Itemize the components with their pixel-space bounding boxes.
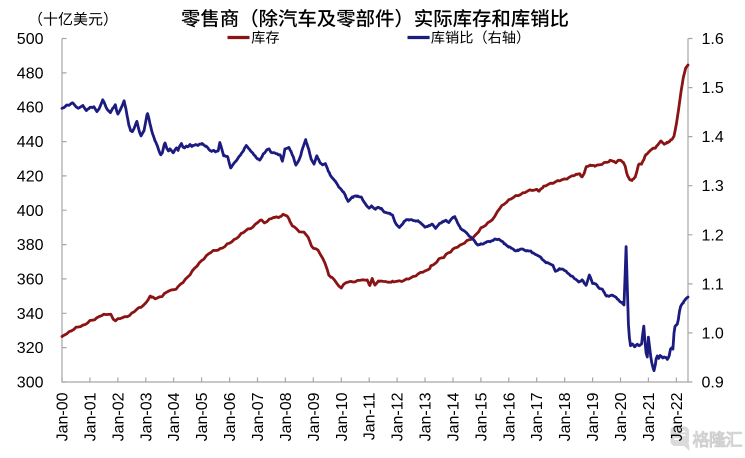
svg-text:0.9: 0.9	[702, 375, 724, 392]
svg-text:460: 460	[17, 100, 44, 117]
svg-text:420: 420	[17, 168, 44, 185]
svg-text:Jan-17: Jan-17	[529, 392, 546, 441]
svg-text:320: 320	[17, 340, 44, 357]
svg-text:Jan-08: Jan-08	[278, 392, 295, 441]
svg-text:340: 340	[17, 306, 44, 323]
svg-text:Jan-20: Jan-20	[613, 392, 630, 441]
svg-text:Jan-10: Jan-10	[334, 392, 351, 441]
svg-text:1.1: 1.1	[702, 276, 724, 293]
svg-text:Jan-13: Jan-13	[418, 392, 435, 441]
svg-text:Jan-00: Jan-00	[55, 392, 72, 441]
svg-text:Jan-16: Jan-16	[501, 392, 518, 441]
svg-text:1.5: 1.5	[702, 80, 724, 97]
svg-text:440: 440	[17, 134, 44, 151]
svg-text:500: 500	[17, 31, 44, 48]
svg-text:360: 360	[17, 271, 44, 288]
svg-text:Jan-09: Jan-09	[306, 392, 323, 441]
svg-text:Jan-14: Jan-14	[446, 392, 463, 441]
svg-text:1.4: 1.4	[702, 129, 724, 146]
svg-text:Jan-06: Jan-06	[222, 392, 239, 441]
svg-text:Jan-21: Jan-21	[641, 392, 658, 441]
svg-text:Jan-15: Jan-15	[473, 392, 490, 441]
svg-text:Jan-12: Jan-12	[390, 392, 407, 441]
svg-text:Jan-19: Jan-19	[585, 392, 602, 441]
svg-text:300: 300	[17, 375, 44, 392]
svg-text:Jan-03: Jan-03	[138, 392, 155, 441]
svg-text:1.6: 1.6	[702, 31, 724, 48]
svg-text:Jan-11: Jan-11	[362, 392, 379, 440]
svg-text:Jan-01: Jan-01	[82, 392, 99, 441]
svg-text:Jan-18: Jan-18	[557, 392, 574, 441]
svg-text:1.3: 1.3	[702, 178, 724, 195]
svg-text:Jan-07: Jan-07	[250, 392, 267, 441]
svg-text:1.0: 1.0	[702, 325, 724, 342]
svg-text:380: 380	[17, 237, 44, 254]
svg-text:400: 400	[17, 203, 44, 220]
svg-text:Jan-02: Jan-02	[110, 392, 127, 441]
svg-text:480: 480	[17, 65, 44, 82]
svg-text:Jan-05: Jan-05	[194, 392, 211, 441]
svg-text:1.2: 1.2	[702, 227, 724, 244]
svg-text:Jan-04: Jan-04	[166, 392, 183, 441]
svg-text:Jan-22: Jan-22	[669, 392, 686, 441]
